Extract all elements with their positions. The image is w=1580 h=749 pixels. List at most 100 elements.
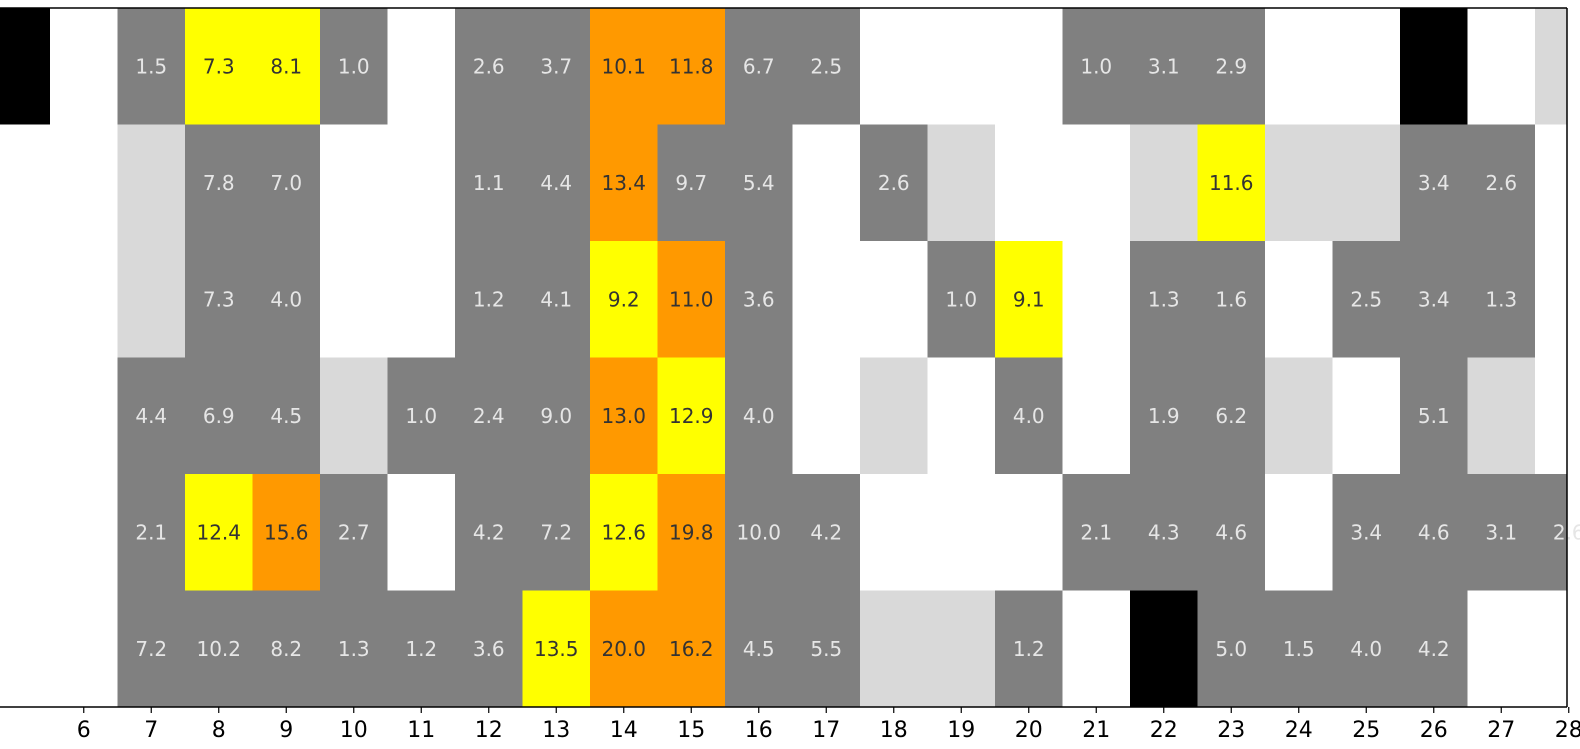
cell-value-label: 5.0 bbox=[1215, 637, 1247, 661]
heatmap-cell bbox=[320, 8, 388, 125]
cell-value-label: 13.0 bbox=[601, 404, 646, 428]
cell-value-label: 6.9 bbox=[203, 404, 235, 428]
heatmap-cell bbox=[455, 124, 523, 241]
cell-value-label: 7.2 bbox=[540, 520, 572, 544]
cell-value-label: 2.6 bbox=[878, 171, 910, 195]
heatmap-cell bbox=[0, 357, 50, 474]
cell-value-label: 1.0 bbox=[338, 54, 370, 78]
x-tick-label: 13 bbox=[542, 718, 570, 743]
heatmap-cell bbox=[590, 241, 658, 358]
x-tick-label: 19 bbox=[947, 718, 975, 743]
heatmap-cell bbox=[455, 8, 523, 125]
heatmap-cell bbox=[252, 124, 320, 241]
cell-value-label: 12.6 bbox=[601, 520, 646, 544]
heatmap-cell bbox=[1332, 357, 1400, 474]
cell-value-label: 1.9 bbox=[1148, 404, 1180, 428]
cell-value-label: 6.2 bbox=[1215, 404, 1247, 428]
cell-value-label: 3.4 bbox=[1350, 520, 1382, 544]
heatmap-cell bbox=[387, 241, 455, 358]
heatmap-cell bbox=[0, 124, 50, 241]
heatmap-cell bbox=[725, 357, 793, 474]
cell-value-label: 1.0 bbox=[1080, 54, 1112, 78]
cell-value-label: 15.6 bbox=[264, 520, 309, 544]
cell-value-label: 5.1 bbox=[1418, 404, 1450, 428]
cell-value-label: 4.6 bbox=[1418, 520, 1450, 544]
heatmap-cell bbox=[117, 590, 185, 707]
heatmap-cell bbox=[927, 474, 995, 591]
heatmap-cell bbox=[1197, 8, 1265, 125]
cell-value-label: 8.2 bbox=[270, 637, 302, 661]
cell-value-label: 2.5 bbox=[1350, 287, 1382, 311]
heatmap-cell bbox=[995, 8, 1063, 125]
cell-value-label: 4.3 bbox=[1148, 520, 1180, 544]
heatmap-cell bbox=[50, 8, 118, 125]
heatmap-cell bbox=[1130, 474, 1198, 591]
heatmap-cell bbox=[792, 124, 860, 241]
heatmap-cell bbox=[1130, 241, 1198, 358]
cell-value-label: 2.1 bbox=[1080, 520, 1112, 544]
heatmap-cell bbox=[860, 8, 928, 125]
heatmap-cell bbox=[860, 124, 928, 241]
heatmap-cell bbox=[185, 590, 253, 707]
x-tick-label: 22 bbox=[1150, 718, 1178, 743]
heatmap-cell bbox=[455, 241, 523, 358]
heatmap-cell bbox=[1062, 8, 1130, 125]
cell-value-label: 2.1 bbox=[135, 520, 167, 544]
cell-value-label: 4.4 bbox=[135, 404, 167, 428]
cell-value-labels: 1.5 7.3 8.1 1.0 2.6 3.7 10.1 11.8 6.7 2.5 1.0 3.1 2.… bbox=[135, 54, 1580, 661]
plot-frame bbox=[0, 7, 1568, 708]
heatmap-cell bbox=[792, 590, 860, 707]
cell-value-label: 11.0 bbox=[669, 287, 714, 311]
x-tick-label: 25 bbox=[1352, 718, 1380, 743]
x-tick-label: 9 bbox=[279, 718, 293, 743]
heatmap-cell bbox=[185, 8, 253, 125]
cell-value-label: 1.3 bbox=[1148, 287, 1180, 311]
x-tick-label: 26 bbox=[1420, 718, 1448, 743]
x-tick-label: 8 bbox=[212, 718, 226, 743]
cell-value-label: 7.0 bbox=[270, 171, 302, 195]
heatmap-cell bbox=[1535, 357, 1567, 474]
heatmap-cell bbox=[387, 124, 455, 241]
cell-value-label: 9.2 bbox=[608, 287, 640, 311]
cell-value-label: 1.2 bbox=[473, 287, 505, 311]
heatmap-cell bbox=[1467, 590, 1535, 707]
heatmap-cell bbox=[50, 124, 118, 241]
heatmap-cell bbox=[657, 357, 725, 474]
x-tick-label: 6 bbox=[77, 718, 91, 743]
heatmap-cell bbox=[1332, 8, 1400, 125]
cell-value-label: 12.9 bbox=[669, 404, 714, 428]
heatmap-cell bbox=[320, 590, 388, 707]
heatmap-cell bbox=[927, 241, 995, 358]
heatmap-cell bbox=[1265, 474, 1333, 591]
heatmap-cell bbox=[1130, 8, 1198, 125]
heatmap-cell bbox=[1062, 590, 1130, 707]
heatmap-cell bbox=[0, 241, 50, 358]
heatmap-cells bbox=[0, 8, 1567, 707]
x-tick-label: 20 bbox=[1015, 718, 1043, 743]
heatmap-cell bbox=[1197, 124, 1265, 241]
cell-value-label: 4.5 bbox=[270, 404, 302, 428]
heatmap-cell bbox=[387, 590, 455, 707]
heatmap-cell bbox=[320, 357, 388, 474]
heatmap-cell bbox=[792, 474, 860, 591]
heatmap-cell bbox=[657, 590, 725, 707]
heatmap-cell bbox=[387, 357, 455, 474]
cell-value-label: 4.0 bbox=[743, 404, 775, 428]
cell-value-label: 11.8 bbox=[669, 54, 714, 78]
heatmap-cell bbox=[860, 241, 928, 358]
heatmap-cell bbox=[387, 474, 455, 591]
x-tick-label: 27 bbox=[1487, 718, 1515, 743]
cell-value-label: 1.3 bbox=[338, 637, 370, 661]
cell-value-label: 1.0 bbox=[405, 404, 437, 428]
heatmap-cell bbox=[725, 8, 793, 125]
cell-value-label: 13.4 bbox=[601, 171, 646, 195]
heatmap-cell bbox=[0, 474, 50, 591]
cell-value-label: 1.1 bbox=[473, 171, 505, 195]
heatmap-cell bbox=[995, 241, 1063, 358]
heatmap-cell bbox=[860, 357, 928, 474]
cell-value-label: 2.5 bbox=[810, 54, 842, 78]
heatmap-cell bbox=[657, 124, 725, 241]
cell-value-label: 3.1 bbox=[1148, 54, 1180, 78]
heatmap-cell bbox=[792, 357, 860, 474]
heatmap-cell bbox=[1400, 474, 1468, 591]
